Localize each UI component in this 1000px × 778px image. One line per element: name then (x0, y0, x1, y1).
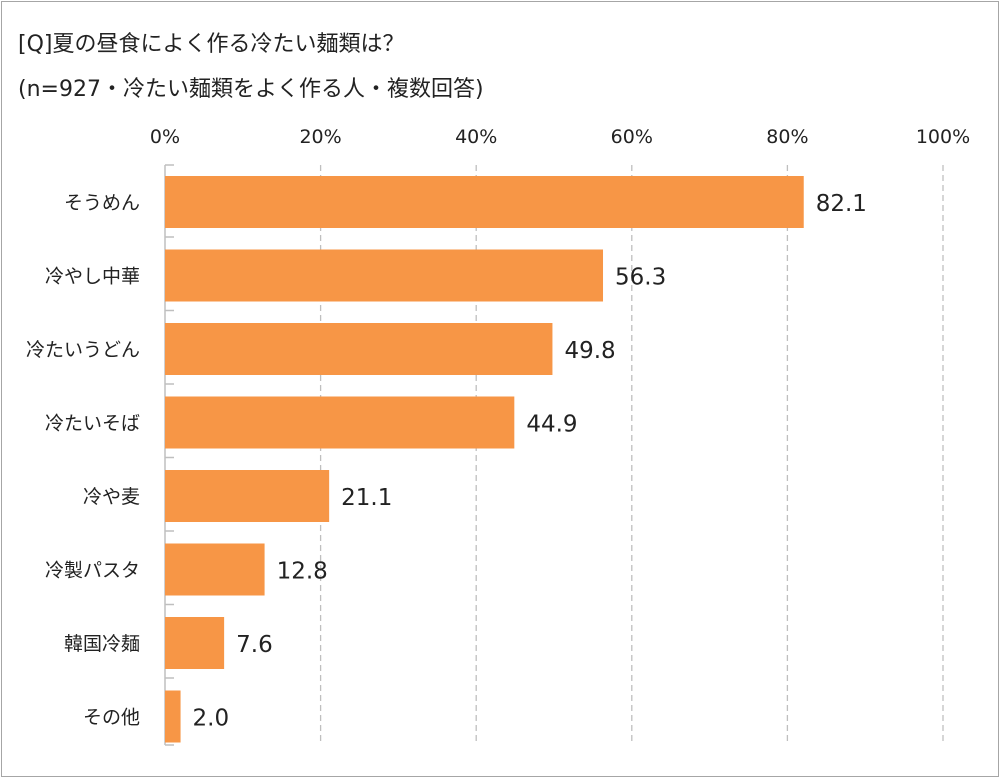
x-tick-label: 100% (916, 126, 970, 148)
x-tick-label: 20% (299, 126, 341, 148)
data-label: 56.3 (615, 265, 666, 291)
category-label: 韓国冷麺 (64, 633, 140, 655)
bar (165, 249, 604, 302)
data-label: 12.8 (277, 559, 328, 585)
x-tick-label: 0% (150, 126, 180, 148)
category-label: 冷やし中華 (45, 266, 140, 288)
category-label: 冷や麦 (83, 486, 140, 508)
bar (165, 396, 515, 449)
chart-subtitle: (n=927・冷たい麺類をよく作る人・複数回答) (18, 77, 484, 102)
category-label: 冷たいうどん (26, 339, 140, 361)
bar (165, 176, 804, 228)
x-tick-label: 60% (611, 126, 653, 148)
data-label: 21.1 (341, 485, 392, 511)
category-label: そうめん (64, 192, 140, 214)
data-label: 82.1 (816, 191, 867, 217)
data-label: 7.6 (236, 632, 273, 658)
bar (165, 470, 330, 522)
data-label: 2.0 (193, 706, 230, 732)
bar (165, 323, 553, 375)
data-label: 44.9 (526, 412, 577, 438)
bar (165, 617, 225, 669)
category-label: その他 (83, 707, 140, 729)
category-label: 冷製パスタ (45, 560, 140, 582)
category-label: 冷たいそば (45, 413, 140, 435)
chart-title: [Q]夏の昼食によく作る冷たい麺類は？ (18, 32, 405, 57)
x-tick-label: 80% (766, 126, 808, 148)
x-tick-label: 40% (455, 126, 497, 148)
data-label: 49.8 (564, 338, 615, 364)
bar (165, 690, 181, 743)
bar (165, 543, 265, 596)
